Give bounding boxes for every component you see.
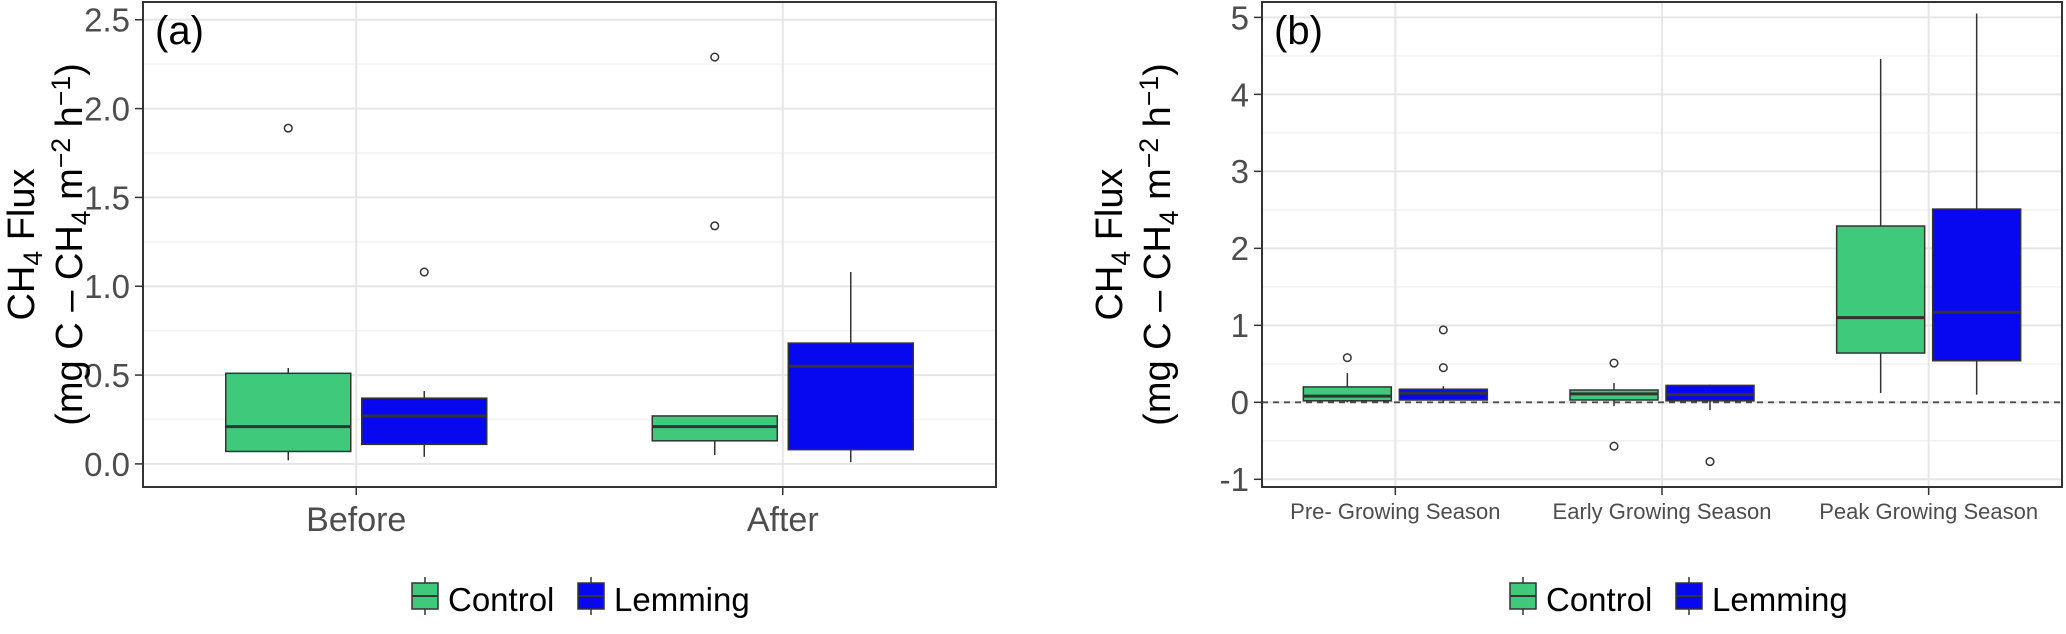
ylabel-text: (mg C – CH [49, 225, 91, 426]
ylabel-text: CH [1, 266, 43, 321]
box-lemming [1665, 384, 1755, 467]
outlier-point [1342, 353, 1352, 363]
legend-label-lemming: Lemming [1712, 581, 1848, 618]
y-tick-label: 0 [1231, 384, 1249, 421]
legend-key-lemming [577, 577, 605, 615]
legend: Control Lemming [411, 577, 750, 618]
box-control [1835, 58, 1926, 394]
x-axis: Before After [306, 487, 819, 539]
outlier-point [710, 221, 720, 231]
outlier-point [1438, 325, 1448, 335]
box-control [651, 52, 778, 456]
legend-label-control: Control [448, 581, 554, 618]
box-body [1398, 388, 1489, 401]
ylabel-superscript: −2 [1134, 138, 1164, 168]
legend-key-lemming [1675, 577, 1703, 615]
y-tick-label: 0.5 [84, 357, 130, 394]
y-tick-label: -1 [1220, 461, 1249, 498]
ylabel-subscript: 4 [66, 210, 96, 225]
panel-b: -1 0 1 2 3 4 5 Pre- Growing Season Early Growing… [1089, 0, 2063, 618]
y-tick-label: 1.0 [84, 268, 130, 305]
ylabel-subscript: 4 [1106, 251, 1136, 266]
box-control [225, 123, 352, 461]
outlier-point [1609, 358, 1619, 368]
y-axis: -1 0 1 2 3 4 5 [1220, 0, 1262, 498]
box-lemming [1398, 325, 1489, 403]
legend: Control Lemming [1509, 577, 1848, 618]
series-lemming [1398, 13, 2022, 467]
legend-key-control [411, 577, 439, 615]
panel-label: (b) [1274, 9, 1323, 53]
series-lemming [361, 267, 914, 463]
box-control [1302, 353, 1393, 403]
ylabel-text: h [49, 106, 91, 138]
x-tick-label: Peak Growing Season [1819, 499, 2038, 524]
y-axis: 0.0 0.5 1.0 1.5 2.0 2.5 [84, 2, 143, 483]
box-body [361, 397, 488, 446]
ylabel-text: m [49, 168, 91, 210]
ylabel-text: h [1137, 106, 1179, 138]
y-axis-title-line1: CH4 Flux [1, 168, 48, 320]
ylabel-text: ) [1137, 63, 1179, 76]
ylabel-subscript: 4 [18, 251, 48, 266]
ylabel-text: Flux [1089, 168, 1131, 250]
ylabel-subscript: 4 [1154, 210, 1184, 225]
legend-label-control: Control [1546, 581, 1652, 618]
legend-label-lemming: Lemming [614, 581, 750, 618]
outlier-point [1609, 441, 1619, 451]
panel-label: (a) [155, 9, 204, 53]
box-body [1665, 384, 1755, 402]
box-body [1931, 208, 2022, 362]
box-body [1302, 386, 1393, 402]
grid-lines [1262, 2, 2062, 487]
x-tick-label: After [747, 501, 819, 539]
ylabel-text: ) [49, 63, 91, 76]
outlier-point [1705, 457, 1715, 467]
series-control [1302, 58, 1926, 451]
box-control [1569, 358, 1659, 451]
series-control [225, 52, 778, 461]
ylabel-text: Flux [1, 168, 43, 250]
y-tick-label: 5 [1231, 0, 1249, 36]
y-tick-label: 3 [1231, 153, 1249, 190]
box-body [651, 415, 778, 442]
y-tick-label: 1.5 [84, 179, 130, 216]
box-lemming [787, 272, 914, 463]
y-axis-title-line2: (mg C – CH4 m−2 h−1) [46, 63, 96, 426]
ylabel-superscript: −1 [1134, 76, 1164, 106]
outlier-point [710, 52, 720, 62]
x-tick-label: Pre- Growing Season [1290, 499, 1500, 524]
box-body [1835, 225, 1926, 354]
outlier-point [283, 123, 293, 133]
box-lemming [1931, 13, 2022, 395]
ylabel-text: m [1137, 168, 1179, 210]
panel-border [142, 1, 997, 488]
outlier-point [1438, 363, 1448, 373]
y-tick-label: 2 [1231, 230, 1249, 267]
ylabel-superscript: −2 [46, 138, 76, 168]
legend-key-control [1509, 577, 1537, 615]
ylabel-text: CH [1089, 266, 1131, 321]
ylabel-text: (mg C – CH [1137, 225, 1179, 426]
outlier-point [419, 267, 429, 277]
y-tick-label: 2.0 [84, 90, 130, 127]
box-lemming [361, 267, 488, 457]
y-axis-title-line1: CH4 Flux [1089, 168, 1136, 320]
y-tick-label: 4 [1231, 76, 1249, 113]
y-axis-title-line2: (mg C – CH4 m−2 h−1) [1134, 63, 1184, 426]
y-tick-label: 0.0 [84, 446, 130, 483]
y-tick-label: 1 [1231, 307, 1249, 344]
x-tick-label: Early Growing Season [1553, 499, 1772, 524]
ylabel-superscript: −1 [46, 76, 76, 106]
box-body [225, 372, 352, 453]
y-tick-label: 2.5 [84, 2, 130, 39]
x-tick-label: Before [306, 501, 406, 539]
box-body [787, 342, 914, 451]
x-axis: Pre- Growing Season Early Growing Season P… [1290, 487, 2038, 524]
